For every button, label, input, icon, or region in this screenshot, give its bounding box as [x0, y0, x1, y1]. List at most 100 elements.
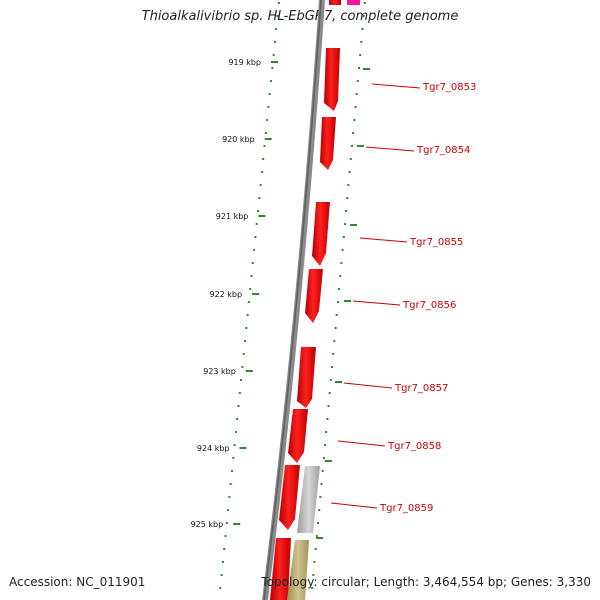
inner-track-dot	[273, 41, 276, 43]
outer-track-dot	[361, 28, 364, 30]
gene-arrow-tgr7-0858[interactable]	[288, 409, 308, 463]
inner-track-dot	[237, 405, 240, 407]
scale-tick-label: 923 kbp	[203, 367, 236, 376]
gene-arrow-bottom[interactable]	[270, 538, 291, 600]
scale-tick-label: 921 kbp	[216, 212, 249, 221]
inner-track-dot	[259, 184, 262, 186]
inner-track-dot	[231, 470, 233, 472]
inner-track-dot	[262, 158, 265, 160]
inner-track-dot	[246, 314, 249, 316]
outer-track-dot	[362, 15, 365, 17]
inner-track-dot	[276, 15, 279, 17]
outer-track-dot	[319, 496, 322, 498]
inner-track-dot	[247, 301, 250, 303]
outer-tick-mark	[350, 224, 357, 226]
outer-track-dot	[315, 535, 318, 537]
gene-grey-feature[interactable]	[297, 466, 320, 533]
scale-tick-mark	[271, 61, 278, 63]
outer-track-dot	[349, 158, 352, 160]
scale-tick-label: 919 kbp	[228, 58, 261, 67]
scale-tick-label: 925 kbp	[191, 520, 224, 529]
inner-track-dot	[242, 353, 245, 355]
gene-arrow-tgr7-0859[interactable]	[279, 465, 300, 530]
outer-track-dot	[326, 418, 329, 420]
outer-track-dot	[318, 509, 321, 511]
outer-track-dot	[338, 288, 341, 290]
scale-tick-mark	[245, 370, 253, 372]
outer-track-dot	[320, 483, 323, 485]
gene-label[interactable]: Tgr7_0858	[387, 441, 441, 452]
inner-track-dot	[254, 236, 257, 238]
outer-track-dot	[347, 184, 350, 186]
outer-track-dot	[311, 587, 314, 589]
gene-label[interactable]: Tgr7_0859	[379, 503, 433, 514]
outer-track-dot	[322, 457, 325, 459]
outer-track-dot	[341, 249, 344, 251]
scale-tick-label: 922 kbp	[209, 290, 242, 299]
outer-track-dot	[345, 210, 348, 212]
outer-track-dot	[359, 54, 362, 56]
outer-track-dot	[324, 444, 326, 446]
outer-tick-mark	[335, 381, 342, 383]
inner-track-dot	[223, 548, 226, 550]
gene-leader-line	[343, 382, 393, 389]
outer-track-dot	[329, 379, 332, 381]
inner-track-dot	[224, 535, 227, 537]
gene-arrow-tgr7-0855[interactable]	[312, 202, 330, 266]
scale-tick-label: 920 kbp	[222, 135, 255, 144]
inner-track-dot	[272, 54, 275, 56]
map-title: Thioalkalivibrio sp. HL-EbGR7, complete …	[141, 9, 459, 24]
gene-top-pink-partial[interactable]	[347, 0, 360, 5]
outer-track-dot	[332, 353, 335, 355]
outer-track-dot	[334, 327, 337, 329]
inner-track-dot	[236, 418, 239, 420]
genome-summary: Topology: circular; Length: 3,464,554 bp…	[261, 575, 591, 589]
outer-tick-mark	[357, 145, 364, 147]
inner-track-dot	[275, 28, 278, 30]
outer-track-dot	[342, 236, 345, 238]
gene-top-partial[interactable]	[329, 0, 341, 5]
scale-tick-mark	[264, 138, 272, 140]
outer-track-dot	[348, 171, 351, 173]
outer-track-dot	[325, 431, 328, 433]
gene-leader-line	[365, 146, 415, 152]
inner-track-dot	[267, 106, 270, 108]
gene-label[interactable]: Tgr7_0853	[422, 82, 476, 93]
inner-track-dot	[241, 366, 244, 368]
outer-track-dot	[350, 145, 353, 147]
outer-track-dot	[340, 262, 343, 264]
inner-track-dot	[277, 2, 280, 4]
outer-tick-mark	[316, 537, 323, 539]
outer-track-dot	[333, 340, 336, 342]
outer-tick-mark	[344, 300, 351, 302]
outer-track-dot	[352, 132, 355, 134]
outer-track-dot	[363, 2, 366, 4]
inner-track-dot	[245, 327, 248, 329]
gene-leader-line	[352, 300, 401, 306]
inner-track-dot	[244, 340, 246, 342]
outer-track-dot	[358, 67, 360, 69]
gene-olive-feature[interactable]	[287, 540, 309, 600]
gene-arrow-tgr7-0854[interactable]	[320, 117, 336, 170]
outer-tick-mark	[363, 68, 370, 70]
gene-leader-line	[359, 237, 408, 243]
outer-track-dot	[317, 522, 319, 524]
gene-arrow-tgr7-0857[interactable]	[297, 347, 316, 408]
outer-track-dot	[312, 574, 315, 576]
gene-arrow-tgr7-0853[interactable]	[324, 48, 340, 111]
accession-text: Accession: NC_011901	[9, 575, 146, 589]
inner-track-dot	[270, 80, 272, 82]
inner-track-dot	[221, 561, 224, 563]
outer-track-dot	[360, 41, 363, 43]
gene-label[interactable]: Tgr7_0857	[394, 383, 448, 394]
outer-track-dot	[336, 301, 339, 303]
gene-label[interactable]: Tgr7_0855	[409, 237, 463, 248]
inner-track-dot	[219, 587, 222, 589]
inner-track-dot	[227, 509, 230, 511]
scale-tick-label: 924 kbp	[197, 444, 230, 453]
gene-label[interactable]: Tgr7_0856	[402, 300, 456, 311]
gene-arrow-tgr7-0856[interactable]	[305, 269, 323, 323]
outer-track-dot	[313, 561, 316, 563]
gene-label[interactable]: Tgr7_0854	[416, 145, 470, 156]
